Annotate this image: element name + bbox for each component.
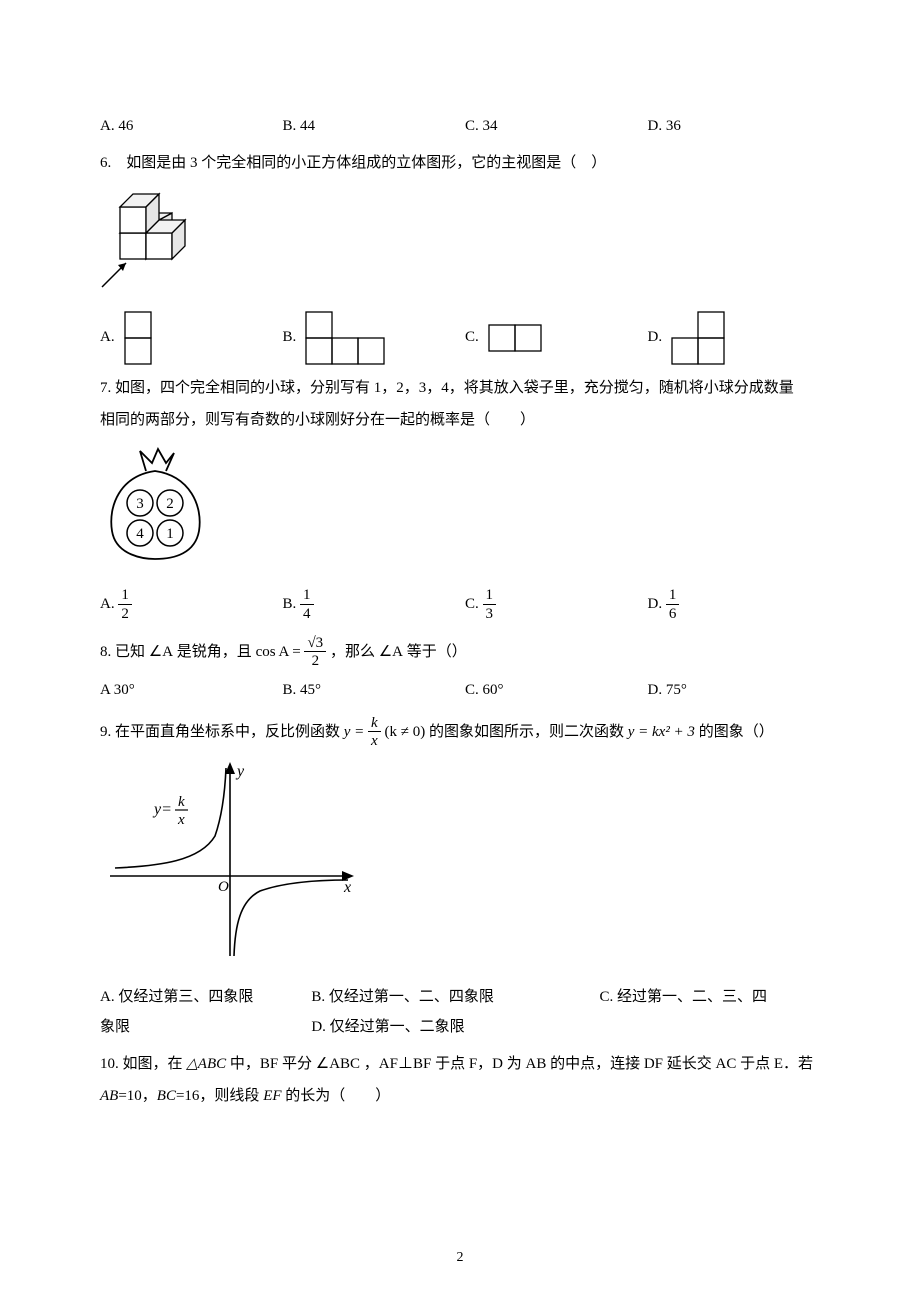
svg-text:2: 2 [166, 496, 174, 512]
q9-opt-d: D. 仅经过第一、二象限 [311, 1013, 830, 1042]
q6-3d-figure [100, 183, 830, 304]
q5-opt-b: B. 44 [283, 112, 466, 141]
q8-opt-b: B. 45° [283, 676, 466, 705]
svg-text:k: k [178, 794, 185, 810]
q9-graph: y x O y= k x [100, 756, 830, 977]
q9-opt-a: A. 仅经过第三、四象限 [100, 983, 311, 1012]
q6-stem: 6. 如图是由 3 个完全相同的小正方体组成的立体图形，它的主视图是（ ） [100, 149, 830, 178]
svg-text:3: 3 [136, 496, 144, 512]
svg-text:y=: y= [152, 801, 172, 818]
q9-opt-c: C. 经过第一、二、三、四 [599, 983, 830, 1012]
q6-opt-c-svg [485, 323, 545, 353]
q5-opt-a: A. 46 [100, 112, 283, 141]
q6-opt-c-label: C. [465, 323, 479, 352]
q6-opt-a-svg [121, 310, 155, 366]
q9-opt-c2: 象限 [100, 1013, 311, 1042]
q7-opt-a-label: A. [100, 596, 115, 612]
q7-stem2: 相同的两部分，则写有奇数的小球刚好分在一起的概率是（ ） [100, 406, 830, 435]
q7-opt-c-frac: 13 [483, 587, 497, 623]
q9-stem: 9. 在平面直角坐标系中，反比例函数 y = kx (k ≠ 0) 的图象如图所… [100, 715, 830, 751]
q6-opt-a-label: A. [100, 323, 115, 352]
q7-stem1: 7. 如图，四个完全相同的小球，分别写有 1，2，3，4，将其放入袋子里，充分搅… [100, 374, 830, 403]
q8-options: A 30° B. 45° C. 60° D. 75° [100, 676, 830, 705]
svg-text:y: y [235, 763, 245, 780]
q7-opt-a-frac: 12 [118, 587, 132, 623]
svg-text:4: 4 [136, 526, 144, 542]
svg-text:O: O [218, 879, 229, 895]
q8-opt-c: C. 60° [465, 676, 648, 705]
q7-opt-b-label: B. [283, 596, 297, 612]
q10-stem2: AB=10，BC=16，则线段 EF 的长为（ ） [100, 1082, 830, 1111]
q6-opt-b-label: B. [283, 323, 297, 352]
page-number: 2 [0, 1245, 920, 1272]
q6-options: A. B. C. [100, 310, 830, 366]
q6-opt-d-label: D. [648, 323, 663, 352]
q8-cos-expr: cos A = √32 [256, 644, 330, 660]
q7-bag-figure: 3 2 4 1 [100, 441, 830, 582]
q7-opt-b-frac: 14 [300, 587, 314, 623]
q7-options: A. 12 B. 14 C. 13 D. 16 [100, 587, 830, 623]
q9-opt-b: B. 仅经过第一、二、四象限 [311, 983, 599, 1012]
q7-opt-c-label: C. [465, 596, 479, 612]
q8-stem: 8. 已知 ∠A 是锐角，且 cos A = √32 ，那么 ∠A 等于（） [100, 635, 830, 671]
q9-options: A. 仅经过第三、四象限 B. 仅经过第一、二、四象限 C. 经过第一、二、三、… [100, 983, 830, 1042]
q5-opt-d: D. 36 [648, 112, 831, 141]
q7-opt-d-label: D. [648, 596, 663, 612]
svg-text:x: x [177, 812, 185, 828]
q5-opt-c: C. 34 [465, 112, 648, 141]
q5-options: A. 46 B. 44 C. 34 D. 36 [100, 112, 830, 141]
svg-text:x: x [343, 879, 351, 896]
q8-opt-a: A 30° [100, 676, 283, 705]
q6-opt-d-svg [668, 310, 728, 366]
q6-opt-b-svg [302, 310, 388, 366]
svg-text:1: 1 [166, 526, 174, 542]
q8-opt-d: D. 75° [648, 676, 831, 705]
q7-opt-d-frac: 16 [666, 587, 680, 623]
q10-stem1: 10. 如图，在 △ABC 中，BF 平分 ∠ABC ，AF⊥BF 于点 F，D… [100, 1050, 830, 1079]
